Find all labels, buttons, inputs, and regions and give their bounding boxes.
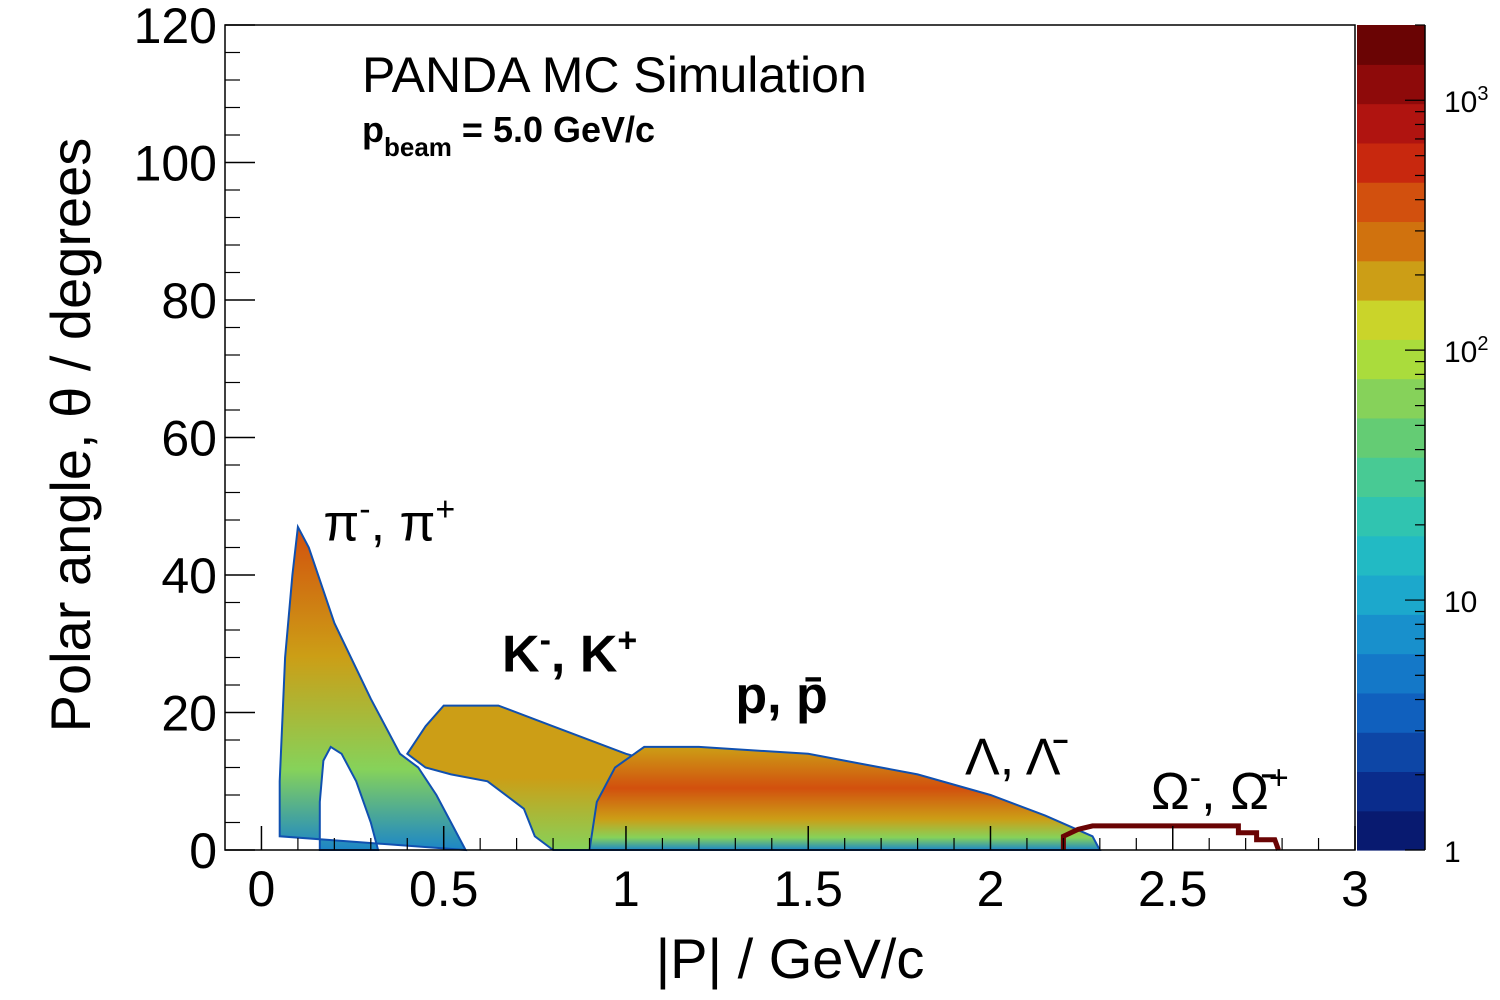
colorbar-swatch: [1357, 732, 1425, 773]
particle-label: K-, K+: [502, 621, 637, 683]
axis-tick-labels: 0 0.5 1 1.5 2 2.5 3 0 20 40 60 80 100 120: [134, 0, 1369, 917]
colorbar-swatch: [1357, 182, 1425, 223]
colorbar-tick-label: 10: [1444, 586, 1477, 619]
x-tick-label: 2.5: [1138, 861, 1208, 917]
x-tick-label: 0: [248, 861, 276, 917]
y-tick-label: 60: [161, 411, 217, 467]
colorbar-tick-label: 1: [1444, 836, 1461, 869]
y-tick-label: 120: [134, 0, 217, 54]
colorbar-swatch: [1357, 496, 1425, 537]
omega-outline: [1060, 823, 1281, 851]
particle-label: π-, π+: [323, 491, 455, 553]
y-tick-label: 0: [189, 823, 217, 879]
colorbar-swatch: [1357, 810, 1425, 851]
colorbar-swatch: [1357, 771, 1425, 812]
heatmap-regions: [278, 523, 1102, 852]
x-axis-label: |P| / GeV/c: [656, 927, 925, 990]
omega-contour: [1060, 823, 1281, 851]
chart-title: PANDA MC Simulation: [362, 47, 867, 103]
colorbar-swatch: [1357, 692, 1425, 733]
colorbar-swatch: [1357, 575, 1425, 615]
colorbar-swatch: [1357, 339, 1425, 380]
colorbar-swatch: [1357, 25, 1425, 65]
y-tick-label: 40: [161, 548, 217, 604]
particle-label: p, p̄: [735, 667, 827, 725]
particle-label: Λ, Λ̄: [965, 728, 1067, 786]
colorbar-swatch: [1357, 535, 1425, 576]
heatmap-region: [588, 745, 1102, 851]
colorbar-swatch: [1357, 64, 1425, 105]
colorbar-tick-label: 102: [1444, 333, 1489, 369]
colorbar-tick-label: 103: [1444, 83, 1489, 119]
colorbar: 1 10 102 103: [1357, 24, 1489, 869]
y-tick-label: 100: [134, 136, 217, 192]
x-tick-label: 1: [612, 861, 640, 917]
x-tick-label: 3: [1341, 861, 1369, 917]
colorbar-swatch: [1357, 103, 1425, 144]
x-tick-label: 0.5: [409, 861, 479, 917]
x-tick-label: 2: [977, 861, 1005, 917]
colorbar-swatch: [1357, 260, 1425, 301]
colorbar-swatch: [1357, 142, 1425, 183]
colorbar-swatch: [1357, 300, 1425, 340]
y-tick-label: 80: [161, 273, 217, 329]
y-tick-label: 20: [161, 686, 217, 742]
colorbar-swatch: [1357, 653, 1425, 694]
particle-label: Ω-, Ω̄+: [1151, 759, 1289, 821]
colorbar-swatch: [1357, 417, 1425, 458]
axis-ticks: [225, 24, 1356, 851]
beam-momentum: pbeam = 5.0 GeV/c: [362, 109, 655, 162]
x-tick-label: 1.5: [773, 861, 843, 917]
colorbar-swatch: [1357, 457, 1425, 498]
colorbar-swatch: [1357, 378, 1425, 419]
heatmap-region: [278, 523, 468, 852]
colorbar-swatch: [1357, 614, 1425, 655]
y-axis-label: Polar angle, θ / degrees: [39, 138, 102, 733]
colorbar-swatch: [1357, 221, 1425, 262]
particle-labels: π-, π+ K-, K+ p, p̄ Λ, Λ̄ Ω-, Ω̄+: [323, 491, 1288, 821]
